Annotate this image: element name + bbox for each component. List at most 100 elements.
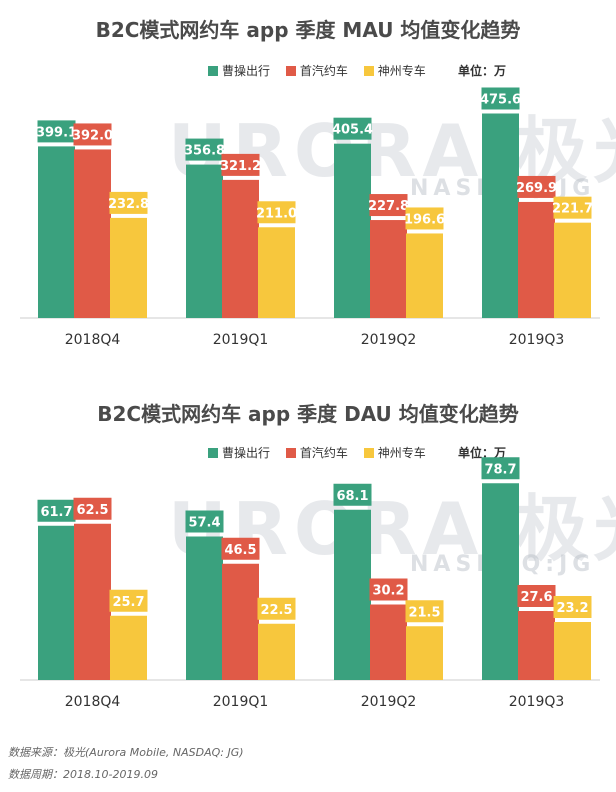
bar-神州专车-2018Q4 (110, 217, 147, 318)
data-label-box (185, 510, 224, 533)
data-label-box (405, 207, 444, 230)
unit-label: 单位：万 (458, 446, 507, 460)
dau-chart: B2C模式网约车 app 季度 DAU 均值变化趋势 曹操出行 首汽约车 神州专… (0, 390, 616, 740)
bar-神州专车-2019Q2 (406, 626, 443, 680)
x-tick-label: 2019Q1 (213, 694, 269, 710)
legend-label: 曹操出行 (222, 446, 271, 460)
data-label: 475.6 (480, 92, 521, 107)
x-tick-label: 2019Q1 (213, 332, 269, 348)
legend-swatch (285, 447, 296, 458)
legend: 曹操出行 首汽约车 神州专车 (208, 444, 438, 461)
bar-神州专车-2019Q1 (258, 227, 295, 318)
data-label: 21.5 (408, 605, 440, 620)
bar-神州专车-2019Q3 (554, 222, 591, 318)
legend-label: 曹操出行 (222, 64, 271, 78)
data-label: 25.7 (112, 595, 144, 610)
bar-首汽约车-2019Q1 (222, 563, 259, 680)
x-tick-label: 2019Q2 (361, 694, 417, 710)
data-label-box (257, 597, 296, 620)
data-label: 30.2 (372, 584, 404, 599)
data-label-box (73, 497, 112, 520)
chart-title: B2C模式网约车 app 季度 DAU 均值变化趋势 (97, 402, 519, 426)
legend-label: 首汽约车 (299, 446, 348, 460)
data-label: 221.7 (552, 202, 593, 217)
bar-神州专车-2019Q2 (406, 233, 443, 318)
data-label-box (221, 153, 260, 176)
bar-神州专车-2019Q1 (258, 623, 295, 680)
data-label: 227.8 (368, 199, 409, 214)
mau-chart: B2C模式网约车 app 季度 MAU 均值变化趋势 曹操出行 首汽约车 神州专… (0, 0, 616, 380)
bar-首汽约车-2019Q2 (370, 220, 407, 318)
data-label: 399.1 (36, 125, 77, 140)
data-label-box (37, 120, 76, 143)
legend-swatch (285, 65, 296, 76)
data-label-box (405, 600, 444, 623)
data-label: 356.8 (184, 144, 225, 159)
data-label: 57.4 (188, 516, 220, 531)
data-label-box (333, 117, 372, 140)
legend: 曹操出行 首汽约车 神州专车 (208, 62, 438, 79)
data-label: 211.0 (256, 206, 297, 221)
data-label-box (369, 578, 408, 601)
chart-title: B2C模式网约车 app 季度 MAU 均值变化趋势 (95, 18, 521, 42)
legend-swatch (208, 65, 218, 76)
legend-label: 神州专车 (377, 446, 426, 460)
data-label: 405.4 (332, 123, 373, 138)
legend-swatch (363, 65, 374, 76)
bar-神州专车-2019Q3 (554, 622, 591, 680)
x-tick-label: 2018Q4 (65, 332, 121, 348)
data-label: 61.7 (40, 505, 72, 520)
data-label-box (553, 596, 592, 618)
x-tick-label: 2019Q3 (509, 694, 565, 710)
data-label: 62.5 (76, 503, 108, 518)
legend-label: 神州专车 (377, 64, 426, 78)
bar-首汽约车-2019Q1 (222, 179, 259, 318)
legend-label: 首汽约车 (299, 64, 348, 78)
data-label: 27.6 (520, 590, 552, 605)
legend-swatch (363, 447, 374, 458)
data-label-box (517, 585, 556, 607)
data-label-box (369, 194, 408, 217)
data-label-box (37, 499, 76, 522)
bar-曹操出行-2019Q2 (334, 143, 371, 318)
data-label-box (481, 457, 520, 480)
data-label: 46.5 (224, 543, 256, 558)
data-label: 68.1 (336, 489, 368, 504)
bar-曹操出行-2018Q4 (38, 146, 75, 318)
x-tick-label: 2018Q4 (65, 694, 121, 710)
bar-首汽约车-2018Q4 (74, 149, 111, 318)
data-label-box (221, 537, 260, 560)
data-source: 数据来源：极光(Aurora Mobile, NASDAQ: JG) (8, 746, 244, 759)
bar-曹操出行-2019Q3 (482, 113, 519, 318)
legend-item-shenzhou: 神州专车 (363, 62, 426, 79)
bar-曹操出行-2019Q2 (334, 509, 371, 680)
data-label: 23.2 (556, 601, 588, 616)
data-label: 269.9 (516, 181, 557, 196)
legend-swatch (208, 447, 218, 458)
data-label-box (333, 483, 372, 506)
data-label-box (109, 589, 148, 612)
bar-神州专车-2018Q4 (110, 615, 147, 680)
unit-label: 单位：万 (458, 64, 507, 78)
data-period: 数据周期：2018.10-2019.09 (8, 768, 158, 781)
bar-曹操出行-2018Q4 (38, 525, 75, 680)
legend-item-shouqi: 首汽约车 (285, 62, 348, 79)
data-label: 232.8 (108, 197, 149, 212)
x-tick-label: 2019Q2 (361, 332, 417, 348)
bar-曹操出行-2019Q3 (482, 483, 519, 680)
legend-item-shenzhou: 神州专车 (363, 444, 426, 461)
dau-bar-chart: 61.7 62.5 25.7 2018Q4 57.4 46.5 22.5 2019Q1 68.1… (20, 457, 600, 710)
data-label: 321.2 (220, 159, 261, 174)
data-label-box (481, 87, 520, 110)
data-label: 78.7 (484, 462, 516, 477)
bar-首汽约车-2018Q4 (74, 523, 111, 680)
bar-首汽约车-2019Q3 (518, 201, 555, 318)
bar-曹操出行-2019Q1 (186, 164, 223, 318)
legend-item-caocao: 曹操出行 (208, 62, 270, 79)
data-label-box (185, 138, 224, 161)
data-label-box (257, 201, 296, 224)
bar-首汽约车-2019Q3 (518, 611, 555, 680)
data-label-box (73, 123, 112, 146)
data-label-box (109, 191, 148, 214)
